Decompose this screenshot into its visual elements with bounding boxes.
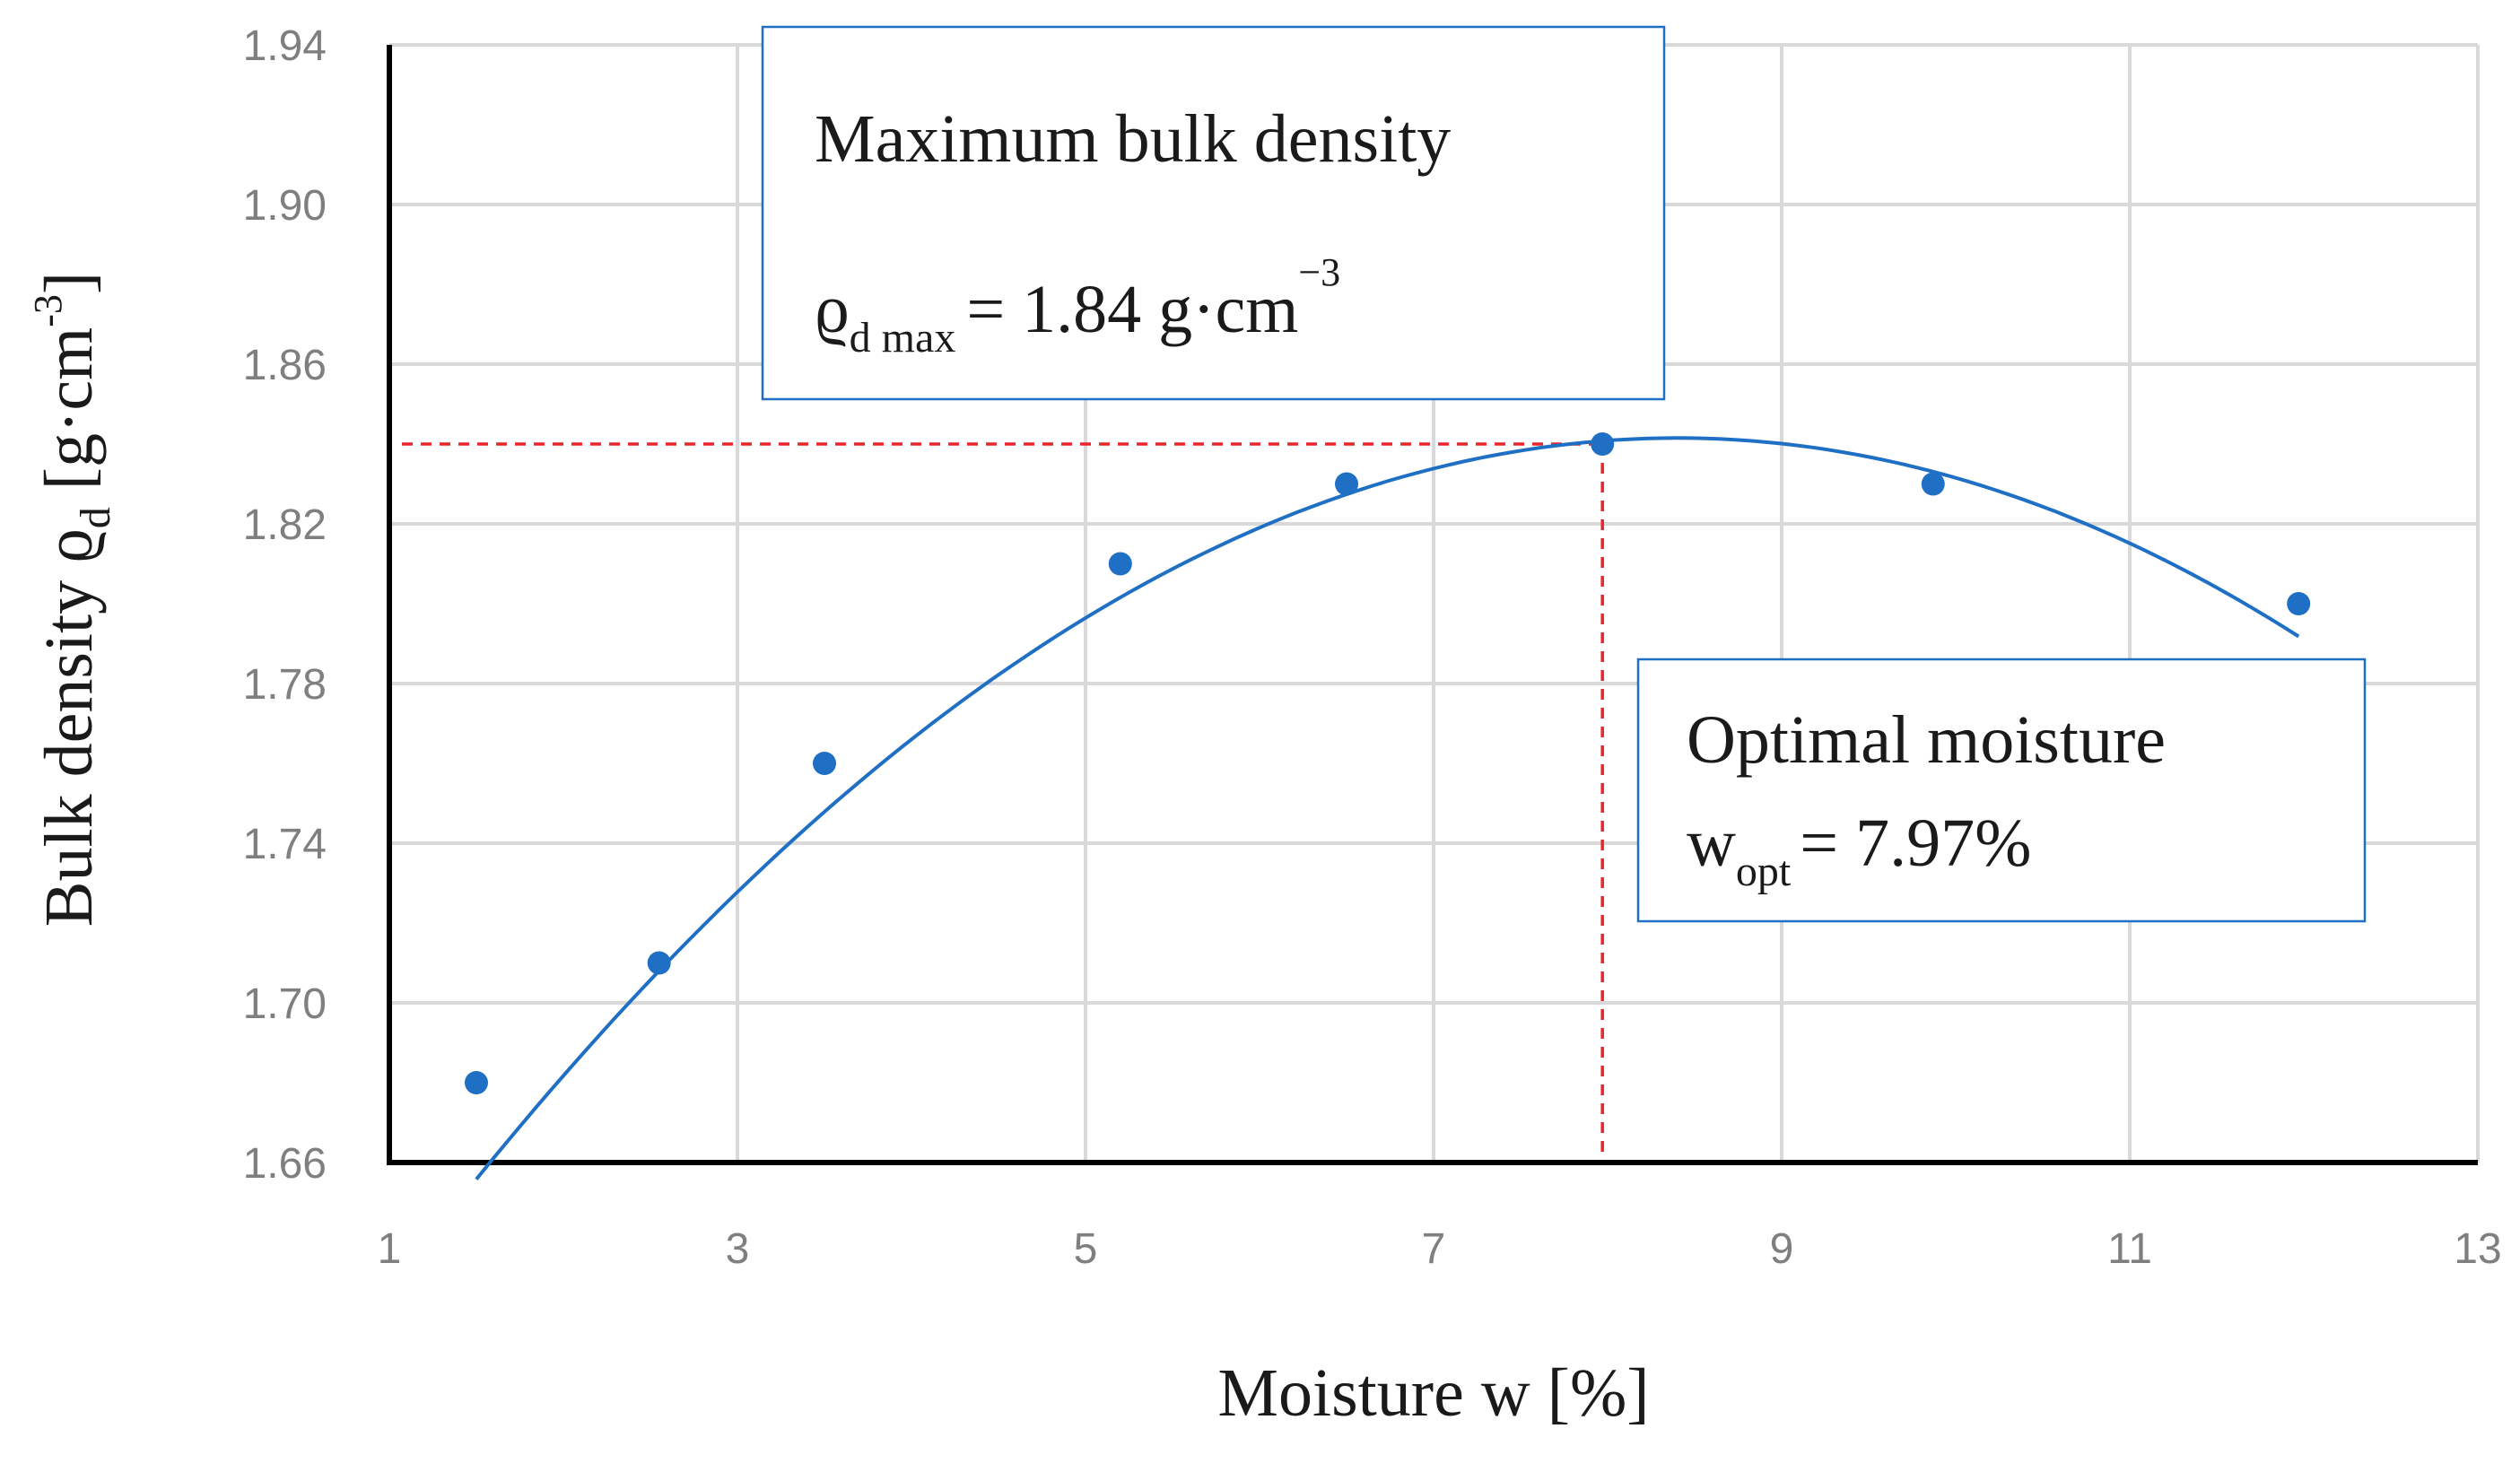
optimal-moisture-value: = 7.97% bbox=[1800, 806, 2031, 881]
max-density-annotation: Maximum bulk density ϱd max = 1.84 g·cm−3 bbox=[761, 25, 1666, 401]
y-axis-title-close: ] bbox=[31, 272, 107, 294]
y-tick-label: 1.74 bbox=[243, 821, 327, 868]
axes bbox=[387, 45, 2478, 1165]
y-tick-label: 1.90 bbox=[243, 182, 327, 230]
x-tick-label: 7 bbox=[1422, 1225, 1446, 1273]
data-point bbox=[2287, 592, 2311, 615]
y-axis-title-prefix: Bulk density ϱ bbox=[31, 528, 107, 927]
reference-lines bbox=[402, 442, 1604, 1163]
data-point bbox=[1335, 472, 1358, 496]
y-tick-label: 1.82 bbox=[243, 501, 327, 549]
max-density-superscript: −3 bbox=[1298, 250, 1340, 294]
y-tick-label: 1.66 bbox=[243, 1140, 327, 1188]
y-axis-title-unit: [g·cm bbox=[31, 327, 107, 507]
optimal-moisture-annotation: Optimal moisture wopt = 7.97% bbox=[1636, 658, 2367, 923]
x-tick-label: 9 bbox=[1770, 1225, 1794, 1273]
x-tick-label: 11 bbox=[2107, 1225, 2152, 1273]
series bbox=[465, 432, 2311, 1180]
optimal-moisture-subscript: opt bbox=[1736, 848, 1792, 895]
max-density-value: = 1.84 g·cm bbox=[966, 272, 1298, 347]
x-tick-label: 1 bbox=[378, 1225, 402, 1273]
data-point bbox=[1108, 552, 1132, 576]
y-axis-title-superscript: -3 bbox=[26, 294, 70, 327]
y-tick-label: 1.86 bbox=[243, 342, 327, 389]
data-point bbox=[813, 752, 836, 775]
x-tick-label: 5 bbox=[1074, 1225, 1098, 1273]
y-tick-label: 1.70 bbox=[243, 980, 327, 1028]
x-axis-title: Moisture w [%] bbox=[1217, 1355, 1649, 1431]
y-axis-title-subscript: d bbox=[72, 507, 119, 528]
data-point bbox=[1591, 432, 1615, 456]
fit-curve bbox=[475, 436, 2300, 1180]
optimal-moisture-box bbox=[1636, 658, 2367, 923]
optimal-moisture-symbol: w bbox=[1687, 806, 1736, 881]
y-tick-label: 1.94 bbox=[243, 22, 327, 70]
optimal-moisture-heading: Optimal moisture bbox=[1687, 702, 2166, 778]
data-point bbox=[1921, 472, 1945, 496]
data-point bbox=[647, 951, 671, 975]
optimal-moisture-value-line: wopt = 7.97% bbox=[1687, 806, 2031, 895]
max-density-box bbox=[761, 25, 1666, 401]
tick-labels: 1 3 5 7 9 11 131.661.701.741.781.821.861.901.9… bbox=[243, 22, 2502, 1273]
y-axis-title-group: Bulk density ϱd [g·cm-3] bbox=[26, 272, 119, 927]
x-tick-label: 13 bbox=[2454, 1225, 2501, 1273]
max-density-heading: Maximum bulk density bbox=[815, 101, 1451, 177]
y-axis-title: Bulk density ϱd [g·cm-3] bbox=[26, 272, 119, 927]
y-tick-label: 1.78 bbox=[243, 661, 327, 709]
max-density-symbol: ϱ bbox=[815, 272, 850, 347]
max-density-value-line: ϱd max = 1.84 g·cm−3 bbox=[815, 250, 1340, 361]
data-point bbox=[465, 1071, 488, 1094]
x-tick-label: 3 bbox=[726, 1225, 750, 1273]
max-density-subscript: d max bbox=[850, 314, 956, 361]
